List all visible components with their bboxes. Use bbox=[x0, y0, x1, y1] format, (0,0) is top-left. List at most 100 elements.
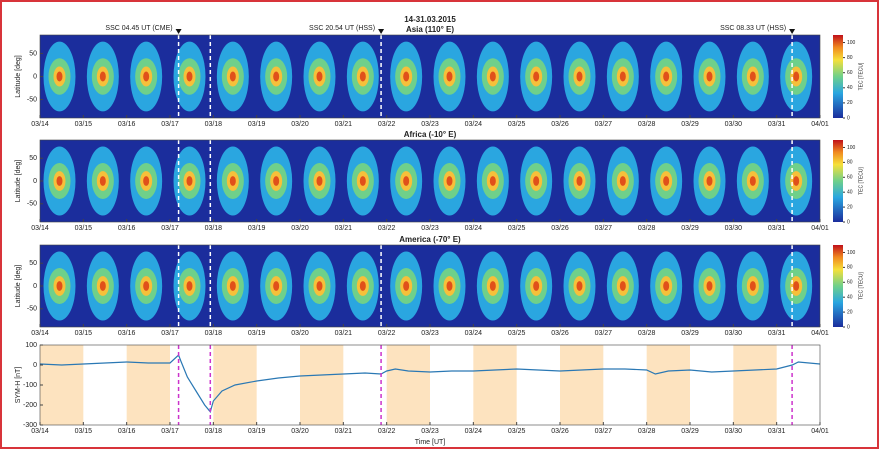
tec-core bbox=[793, 176, 800, 186]
tec-core bbox=[749, 71, 756, 82]
y-axis-label: Latitude [deg] bbox=[15, 55, 22, 97]
x-tick-label: 03/28 bbox=[638, 121, 656, 128]
x-tick-label: 03/25 bbox=[508, 428, 526, 435]
y-tick-label: -300 bbox=[23, 422, 37, 429]
tec-core bbox=[663, 71, 670, 82]
y-tick-label: 0 bbox=[33, 362, 37, 369]
x-tick-label: 03/16 bbox=[118, 428, 136, 435]
day-band bbox=[126, 345, 170, 425]
tec-core bbox=[56, 71, 63, 82]
tec-core bbox=[316, 71, 323, 82]
x-tick-label: 03/31 bbox=[768, 121, 786, 128]
x-tick-label: 03/17 bbox=[161, 225, 179, 232]
tec-core bbox=[316, 176, 323, 186]
colorbar-tick-label: 0 bbox=[847, 324, 850, 330]
x-axis-label: Time [UT] bbox=[415, 439, 446, 446]
y-tick-label: 50 bbox=[29, 155, 37, 162]
tec-core bbox=[273, 281, 280, 291]
x-tick-label: 03/15 bbox=[75, 121, 93, 128]
x-tick-label: 03/19 bbox=[248, 330, 266, 337]
tec-core bbox=[489, 281, 496, 291]
y-tick-label: 0 bbox=[33, 178, 37, 185]
tec-core bbox=[403, 176, 410, 186]
tec-core bbox=[359, 281, 366, 291]
x-tick-label: 03/19 bbox=[248, 225, 266, 232]
x-tick-label: 03/18 bbox=[205, 121, 223, 128]
x-tick-label: 03/19 bbox=[248, 428, 266, 435]
x-tick-label: 03/30 bbox=[725, 225, 743, 232]
colorbar-tick-label: 60 bbox=[847, 175, 853, 181]
x-tick-label: 03/31 bbox=[768, 225, 786, 232]
x-tick-label: 03/24 bbox=[465, 428, 483, 435]
tec-core bbox=[229, 71, 236, 82]
x-tick-label: 03/28 bbox=[638, 330, 656, 337]
x-tick-label: 03/19 bbox=[248, 121, 266, 128]
y-tick-label: -200 bbox=[23, 402, 37, 409]
x-tick-label: 03/21 bbox=[335, 121, 353, 128]
tec-core bbox=[619, 281, 626, 291]
tec-core bbox=[619, 71, 626, 82]
colorbar-tick-label: 20 bbox=[847, 204, 853, 210]
colorbar-tick-label: 100 bbox=[847, 250, 856, 256]
tec-core bbox=[186, 281, 193, 291]
colorbar-tick-label: 20 bbox=[847, 100, 853, 106]
x-tick-label: 03/16 bbox=[118, 121, 136, 128]
panel-title: Africa (-10° E) bbox=[404, 130, 457, 139]
tec-core bbox=[576, 176, 583, 186]
day-band bbox=[733, 345, 777, 425]
tec-core bbox=[229, 281, 236, 291]
x-tick-label: 03/26 bbox=[551, 225, 569, 232]
x-tick-label: 04/01 bbox=[811, 330, 829, 337]
x-tick-label: 03/14 bbox=[31, 428, 49, 435]
x-tick-label: 03/22 bbox=[378, 428, 396, 435]
y-tick-label: 50 bbox=[29, 260, 37, 267]
tec-core bbox=[706, 176, 713, 186]
annotation-arrow bbox=[378, 29, 385, 34]
x-tick-label: 03/23 bbox=[421, 428, 439, 435]
tec-core bbox=[446, 176, 453, 186]
x-tick-label: 03/20 bbox=[291, 121, 309, 128]
x-tick-label: 03/14 bbox=[31, 225, 49, 232]
x-tick-label: 03/29 bbox=[681, 225, 699, 232]
tec-core bbox=[229, 176, 236, 186]
colorbar-tick-label: 80 bbox=[847, 160, 853, 166]
x-tick-label: 03/20 bbox=[291, 225, 309, 232]
colorbar bbox=[833, 245, 843, 327]
y-tick-label: -50 bbox=[27, 306, 37, 313]
annotation: SSC 04.45 UT (CME) bbox=[105, 25, 172, 32]
y-tick-label: 0 bbox=[33, 73, 37, 80]
x-tick-label: 03/15 bbox=[75, 225, 93, 232]
colorbar-tick-label: 80 bbox=[847, 55, 853, 61]
colorbar-tick-label: 40 bbox=[847, 295, 853, 301]
x-tick-label: 03/14 bbox=[31, 330, 49, 337]
colorbar-tick-label: 60 bbox=[847, 70, 853, 76]
x-tick-label: 03/29 bbox=[681, 428, 699, 435]
x-tick-label: 03/28 bbox=[638, 225, 656, 232]
y-tick-label: 0 bbox=[33, 283, 37, 290]
x-tick-label: 03/24 bbox=[465, 121, 483, 128]
y-tick-label: 100 bbox=[25, 342, 37, 349]
tec-core bbox=[186, 176, 193, 186]
x-tick-label: 03/30 bbox=[725, 330, 743, 337]
x-tick-label: 04/01 bbox=[811, 225, 829, 232]
annotation: SSC 20.54 UT (HSS) bbox=[309, 25, 375, 32]
annotation-arrow bbox=[175, 29, 182, 34]
x-tick-label: 03/29 bbox=[681, 121, 699, 128]
x-tick-label: 03/17 bbox=[161, 428, 179, 435]
tec-core bbox=[576, 71, 583, 82]
colorbar-tick-label: 100 bbox=[847, 40, 856, 46]
y-tick-label: -50 bbox=[27, 96, 37, 103]
annotation-arrow bbox=[789, 29, 796, 34]
tec-core bbox=[56, 176, 63, 186]
tec-core bbox=[359, 176, 366, 186]
x-tick-label: 03/18 bbox=[205, 428, 223, 435]
tec-core bbox=[403, 281, 410, 291]
x-tick-label: 03/27 bbox=[595, 121, 613, 128]
x-tick-label: 03/30 bbox=[725, 428, 743, 435]
tec-core bbox=[533, 281, 540, 291]
tec-core bbox=[186, 71, 193, 82]
x-tick-label: 03/27 bbox=[595, 330, 613, 337]
heatmap-background bbox=[40, 35, 820, 118]
symh-line bbox=[39, 353, 821, 414]
